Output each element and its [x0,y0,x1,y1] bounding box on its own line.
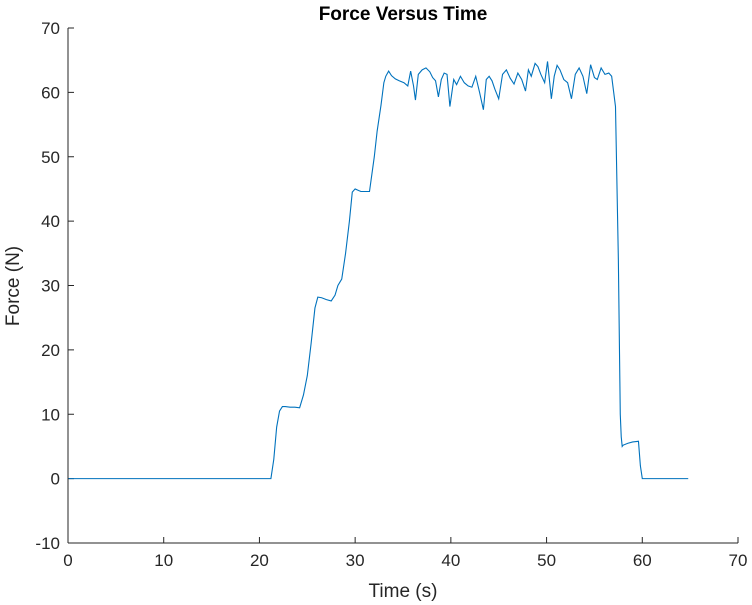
y-tick-label: 40 [41,212,60,231]
y-axis-ticks: -10 0 10 20 30 40 50 60 70 [35,19,74,553]
y-axis-label: Force (N) [3,246,24,326]
y-tick-label: -10 [35,534,60,553]
y-tick-label: 70 [41,19,60,38]
x-tick-label: 10 [154,551,173,570]
x-tick-label: 70 [729,551,748,570]
x-tick-label: 20 [250,551,269,570]
x-tick-label: 40 [441,551,460,570]
chart-title: Force Versus Time [319,4,488,25]
y-tick-label: 20 [41,341,60,360]
x-tick-label: 50 [537,551,556,570]
y-tick-label: 50 [41,148,60,167]
y-tick-label: 0 [51,470,60,489]
y-tick-label: 10 [41,405,60,424]
y-tick-label: 30 [41,277,60,296]
series-line [68,61,689,480]
series-group [68,61,689,480]
x-axis-ticks: 0 10 20 30 40 50 60 70 [63,537,747,570]
y-tick-label: 60 [41,83,60,102]
x-tick-label: 0 [63,551,72,570]
x-tick-label: 60 [633,551,652,570]
x-axis-label: Time (s) [369,581,438,602]
x-tick-label: 30 [346,551,365,570]
